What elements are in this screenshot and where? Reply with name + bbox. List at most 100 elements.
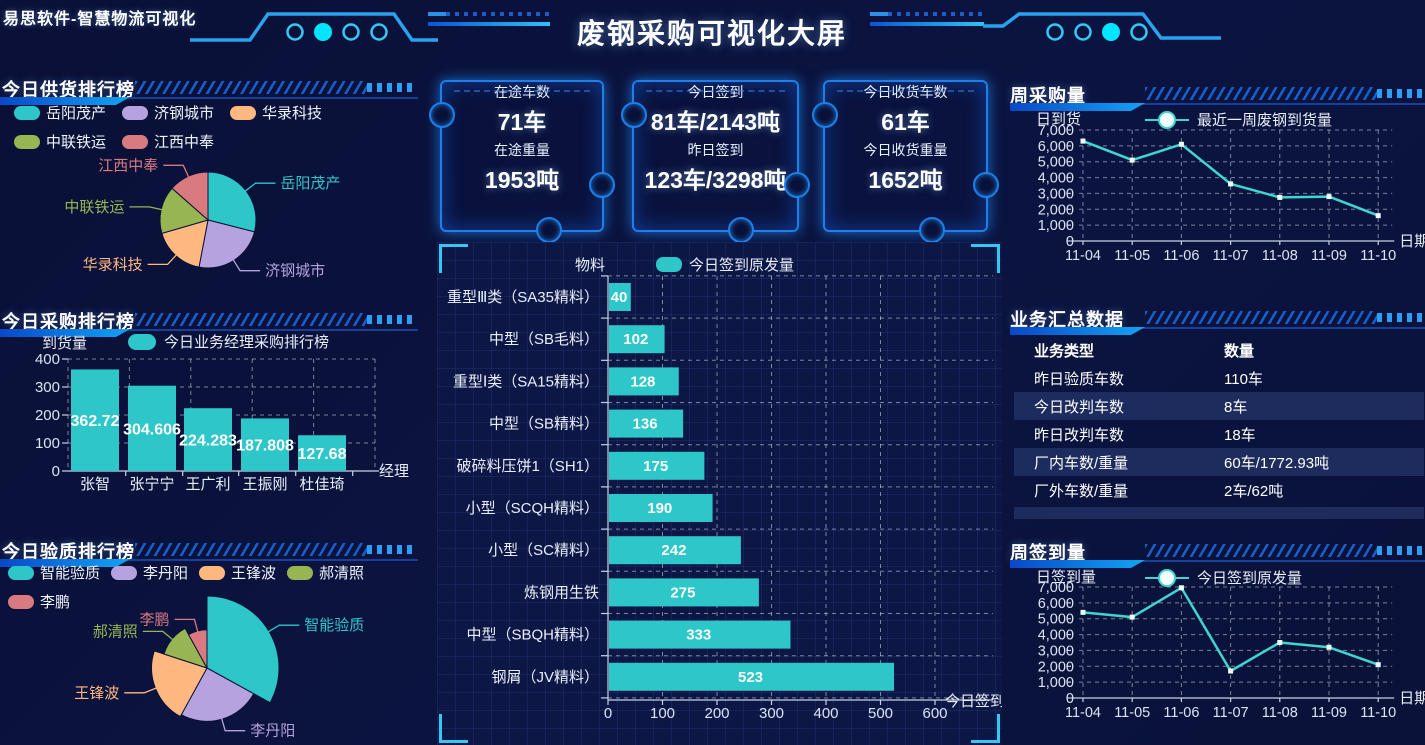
table-cell: 今日改判车数 xyxy=(1034,398,1125,416)
svg-text:523: 523 xyxy=(738,669,763,686)
table-cell: 18车 xyxy=(1224,426,1256,444)
table-header-row: 业务类型 数量 xyxy=(1014,336,1424,364)
legend-label: 华录科技 xyxy=(262,105,323,122)
section-dots xyxy=(367,315,415,324)
svg-text:4,000: 4,000 xyxy=(1038,171,1074,187)
legend-item[interactable]: 王锋波 xyxy=(199,562,276,583)
legend-swatch-icon xyxy=(199,565,226,580)
card-notch xyxy=(536,217,562,243)
svg-text:200: 200 xyxy=(704,705,729,722)
svg-text:王锋波: 王锋波 xyxy=(74,685,119,702)
svg-text:127.68: 127.68 xyxy=(298,446,347,463)
svg-text:175: 175 xyxy=(643,458,668,475)
section-hatch xyxy=(135,81,367,94)
svg-text:500: 500 xyxy=(868,705,893,722)
section-hatch xyxy=(135,543,367,556)
legend-item[interactable]: 中联铁运 xyxy=(14,131,106,152)
legend-item[interactable]: 李丹阳 xyxy=(111,562,188,583)
svg-text:日签到量: 日签到量 xyxy=(1036,569,1096,586)
corner-bracket-icon xyxy=(971,714,1000,743)
svg-text:张宁宁: 张宁宁 xyxy=(129,476,174,493)
table-cell: 厂内车数/重量 xyxy=(1034,454,1129,472)
card-notch xyxy=(589,172,615,198)
material-hbar-chart: 物料 今日签到原发量 0 100 200 300 400 500 600 40 重型Ⅲ类（SA35精… xyxy=(437,248,1005,726)
table-row: 厂外车数/重量 2车/62吨 xyxy=(1014,476,1424,504)
legend-item[interactable]: 李鹏 xyxy=(8,591,70,612)
svg-text:1,000: 1,000 xyxy=(1038,675,1074,691)
card-notch xyxy=(784,172,810,198)
table-cell: 业务类型 xyxy=(1034,342,1095,360)
svg-text:11-09: 11-09 xyxy=(1311,705,1347,721)
card-value: 81车/2143吨 xyxy=(650,109,781,135)
title-left-dashes-icon xyxy=(428,12,550,26)
svg-text:224.283: 224.283 xyxy=(179,433,237,450)
card-value: 71车 xyxy=(497,109,547,135)
card-value: 1953吨 xyxy=(484,167,560,193)
svg-text:300: 300 xyxy=(759,705,784,722)
section-underline xyxy=(0,97,418,99)
svg-text:7,000: 7,000 xyxy=(1038,123,1074,139)
card-notch xyxy=(429,102,455,128)
section-title-week-sign: 周签到量 xyxy=(1010,543,1086,563)
legend-swatch-icon xyxy=(287,565,314,580)
svg-text:0: 0 xyxy=(1066,691,1074,707)
svg-text:中型（SB毛料）: 中型（SB毛料） xyxy=(489,331,599,348)
svg-text:2,000: 2,000 xyxy=(1038,659,1074,675)
quality-rose-legend: 智能验质 李丹阳 王锋波 郝清照李鹏 xyxy=(8,562,422,612)
section-hatch xyxy=(135,313,367,326)
svg-text:400: 400 xyxy=(813,705,838,722)
svg-text:张智: 张智 xyxy=(80,475,110,493)
legend-item[interactable]: 江西中奉 xyxy=(122,131,214,152)
section-underline-bar xyxy=(1010,103,1145,111)
svg-text:江西中奉: 江西中奉 xyxy=(98,156,158,174)
legend-item[interactable]: 智能验质 xyxy=(8,562,100,583)
svg-text:6,000: 6,000 xyxy=(1038,139,1074,155)
card-notch xyxy=(973,172,999,198)
card-label: 昨日签到 xyxy=(687,142,744,158)
section-title-week-purchase: 周采购量 xyxy=(1010,86,1086,106)
svg-text:11-10: 11-10 xyxy=(1360,705,1396,721)
svg-text:智能验质: 智能验质 xyxy=(304,616,364,634)
svg-text:重型Ⅲ类（SA35精料）: 重型Ⅲ类（SA35精料） xyxy=(447,289,599,306)
legend-item[interactable]: 华录科技 xyxy=(230,102,322,123)
svg-text:小型（SC精料）: 小型（SC精料） xyxy=(488,542,599,559)
table-row: 昨日改判车数 18车 xyxy=(1014,420,1424,448)
card-notch xyxy=(919,217,945,243)
legend-label: 王锋波 xyxy=(231,565,277,582)
section-underline xyxy=(0,559,418,561)
svg-text:0: 0 xyxy=(52,463,60,480)
legend-item[interactable]: 济钢城市 xyxy=(122,102,214,123)
brand-title: 易思软件-智慧物流可视化 xyxy=(3,11,197,28)
svg-text:11-04: 11-04 xyxy=(1065,705,1101,721)
svg-text:2,000: 2,000 xyxy=(1038,202,1074,218)
svg-text:11-05: 11-05 xyxy=(1114,705,1150,721)
legend-swatch-icon xyxy=(230,105,257,120)
svg-text:11-06: 11-06 xyxy=(1163,705,1199,721)
svg-text:128: 128 xyxy=(630,373,655,390)
business-summary-table: 业务类型 数量 昨日验质车数 110车 今日改判车数 8车 昨日改判车数 18车 厂内车数/重量… xyxy=(1014,336,1424,519)
table-cell: 110车 xyxy=(1224,370,1263,388)
svg-text:杜佳琦: 杜佳琦 xyxy=(299,476,344,493)
legend-label: 江西中奉 xyxy=(154,134,215,151)
section-hatch xyxy=(1145,87,1377,100)
svg-text:11-08: 11-08 xyxy=(1262,248,1298,264)
section-title-purchase: 今日采购排行榜 xyxy=(2,312,135,332)
section-dots xyxy=(367,545,415,554)
svg-text:最近一周废钢到货量: 最近一周废钢到货量 xyxy=(1197,112,1332,129)
svg-text:0: 0 xyxy=(604,705,612,722)
supply-pie-legend: 岳阳茂产 济钢城市 华录科技中联铁运 江西中奉 xyxy=(14,102,414,152)
svg-text:日到货: 日到货 xyxy=(1036,111,1081,128)
svg-text:136: 136 xyxy=(633,416,658,433)
card-label: 今日签到 xyxy=(687,84,744,100)
section-dots xyxy=(1377,313,1423,322)
legend-swatch-icon xyxy=(8,565,34,580)
card-notch xyxy=(812,102,838,128)
svg-text:300: 300 xyxy=(35,379,60,396)
legend-item[interactable]: 岳阳茂产 xyxy=(14,102,106,123)
week-sign-line-chart: 日签到量 今日签到原发量 0 1,000 2,000 3,000 4,000 5,000 6,0… xyxy=(1010,566,1425,728)
svg-text:362.72: 362.72 xyxy=(71,413,120,430)
legend-item[interactable]: 郝清照 xyxy=(287,562,364,583)
legend-swatch-icon xyxy=(14,105,40,120)
purchase-bar-chart: 到货量 今日业务经理采购排行榜 0 100 200 300 400 362.72 张智 304.6… xyxy=(0,328,420,508)
